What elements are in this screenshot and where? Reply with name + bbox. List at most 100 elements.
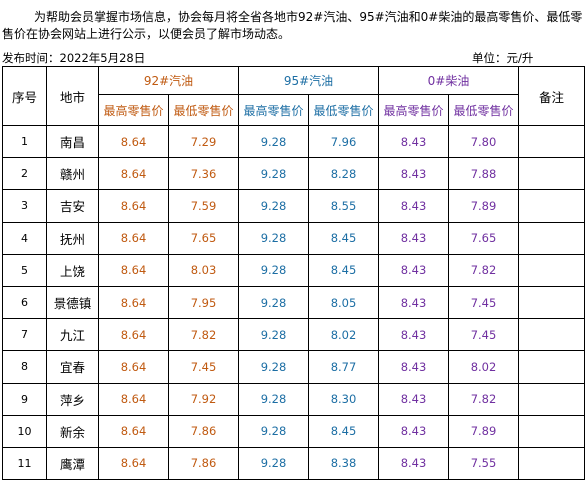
cell-92-min: 7.59 — [168, 189, 239, 223]
cell-city: 上饶 — [46, 253, 99, 287]
cell-city: 赣州 — [46, 157, 99, 191]
cell-92-max: 8.64 — [98, 221, 169, 255]
cell-note — [518, 124, 585, 159]
header-row-sub: 最高零售价 最低零售价 最高零售价 最低零售价 最高零售价 最低零售价 — [3, 94, 585, 126]
cell-92-min: 7.92 — [168, 382, 239, 416]
cell-95-min: 8.30 — [308, 382, 379, 416]
cell-seq: 11 — [2, 446, 47, 480]
cell-92-min: 7.29 — [168, 124, 239, 159]
cell-92-min: 7.65 — [168, 221, 239, 255]
cell-city: 新余 — [46, 414, 99, 448]
table-row: 7 九江 8.64 7.82 9.28 8.02 8.43 7.45 — [2, 318, 585, 352]
cell-note — [518, 221, 585, 255]
cell-95-max: 9.28 — [238, 285, 309, 320]
table-row: 10 新余 8.64 7.86 9.28 8.45 8.43 7.89 — [2, 414, 585, 448]
cell-note — [518, 382, 585, 416]
cell-92-min: 8.03 — [168, 253, 239, 287]
cell-95-max: 9.28 — [238, 189, 309, 223]
cell-city: 宜春 — [46, 350, 99, 384]
cell-seq: 8 — [2, 350, 47, 384]
cell-92-max: 8.64 — [98, 414, 169, 448]
cell-95-min: 8.77 — [308, 350, 379, 384]
cell-95-min: 8.45 — [308, 221, 379, 255]
header-group-0: 0#柴油 — [378, 66, 519, 95]
cell-city: 九江 — [46, 318, 99, 352]
cell-92-min: 7.86 — [168, 414, 239, 448]
cell-0-max: 8.43 — [378, 318, 449, 352]
cell-95-max: 9.28 — [238, 124, 309, 159]
table-row: 8 宜春 8.64 7.45 9.28 8.77 8.43 8.02 — [2, 350, 585, 384]
cell-0-min: 7.45 — [448, 285, 519, 320]
header-92-max: 最高零售价 — [98, 94, 169, 126]
cell-95-max: 9.28 — [238, 253, 309, 287]
cell-city: 吉安 — [46, 189, 99, 223]
cell-note — [518, 446, 585, 480]
unit-label: 单位：元/升 — [472, 51, 534, 65]
cell-92-max: 8.64 — [98, 285, 169, 320]
intro-text: 为帮助会员掌握市场信息，协会每月将全省各地市92#汽油、95#汽油和0#柴油的最… — [2, 10, 583, 41]
publish-date: 发布时间：2022年5月28日 — [2, 51, 146, 65]
cell-95-min: 8.38 — [308, 446, 379, 480]
cell-0-min: 8.02 — [448, 350, 519, 384]
header-note: 备注 — [518, 66, 585, 126]
cell-0-max: 8.43 — [378, 446, 449, 480]
cell-95-min: 8.45 — [308, 253, 379, 287]
cell-seq: 2 — [2, 157, 47, 191]
cell-city: 南昌 — [46, 124, 99, 159]
table-row: 5 上饶 8.64 8.03 9.28 8.45 8.43 7.82 — [2, 253, 585, 287]
cell-note — [518, 253, 585, 287]
cell-92-min: 7.86 — [168, 446, 239, 480]
cell-city: 景德镇 — [46, 285, 99, 320]
cell-0-min: 7.82 — [448, 382, 519, 416]
header-92-min: 最低零售价 — [168, 94, 239, 126]
cell-95-max: 9.28 — [238, 350, 309, 384]
cell-95-min: 8.45 — [308, 414, 379, 448]
cell-0-max: 8.43 — [378, 124, 449, 159]
cell-seq: 10 — [2, 414, 47, 448]
cell-seq: 5 — [2, 253, 47, 287]
header-row-groups: 序号 地市 92#汽油 95#汽油 0#柴油 备注 — [2, 66, 585, 126]
cell-seq: 6 — [2, 285, 47, 320]
cell-note — [518, 157, 585, 191]
cell-92-min: 7.45 — [168, 350, 239, 384]
cell-95-min: 8.55 — [308, 189, 379, 223]
cell-note — [518, 414, 585, 448]
cell-0-min: 7.82 — [448, 253, 519, 287]
cell-0-min: 7.88 — [448, 157, 519, 191]
table-row: 2 赣州 8.64 7.36 9.28 8.28 8.43 7.88 — [2, 157, 585, 191]
cell-seq: 3 — [2, 189, 47, 223]
header-95-min: 最低零售价 — [308, 94, 379, 126]
cell-92-max: 8.64 — [98, 446, 169, 480]
cell-city: 抚州 — [46, 221, 99, 255]
cell-note — [518, 285, 585, 320]
cell-note — [518, 350, 585, 384]
cell-0-max: 8.43 — [378, 189, 449, 223]
table-row: 9 萍乡 8.64 7.92 9.28 8.30 8.43 7.82 — [2, 382, 585, 416]
price-table: 序号 地市 92#汽油 95#汽油 0#柴油 备注 最高零售价 最低零售价 最高… — [2, 66, 585, 480]
header-0-max: 最高零售价 — [378, 94, 449, 126]
header-seq: 序号 — [2, 66, 47, 126]
cell-0-min: 7.65 — [448, 221, 519, 255]
cell-95-min: 7.96 — [308, 124, 379, 159]
cell-95-min: 8.28 — [308, 157, 379, 191]
header-city: 地市 — [46, 66, 99, 126]
header-0-min: 最低零售价 — [448, 94, 519, 126]
cell-92-max: 8.64 — [98, 350, 169, 384]
cell-note — [518, 318, 585, 352]
cell-note — [518, 189, 585, 223]
table-row: 1 南昌 8.64 7.29 9.28 7.96 8.43 7.80 — [2, 124, 585, 159]
cell-92-max: 8.64 — [98, 382, 169, 416]
cell-92-min: 7.36 — [168, 157, 239, 191]
table-row: 6 景德镇 8.64 7.95 9.28 8.05 8.43 7.45 — [2, 285, 585, 320]
cell-0-max: 8.43 — [378, 253, 449, 287]
cell-0-max: 8.43 — [378, 221, 449, 255]
cell-95-min: 8.02 — [308, 318, 379, 352]
cell-0-min: 7.89 — [448, 414, 519, 448]
cell-95-max: 9.28 — [238, 446, 309, 480]
cell-0-max: 8.43 — [378, 382, 449, 416]
table-row: 4 抚州 8.64 7.65 9.28 8.45 8.43 7.65 — [2, 221, 585, 255]
meta-row: 发布时间：2022年5月28日 单位：元/升 — [2, 48, 585, 66]
cell-0-max: 8.43 — [378, 350, 449, 384]
cell-city: 鹰潭 — [46, 446, 99, 480]
cell-seq: 4 — [2, 221, 47, 255]
